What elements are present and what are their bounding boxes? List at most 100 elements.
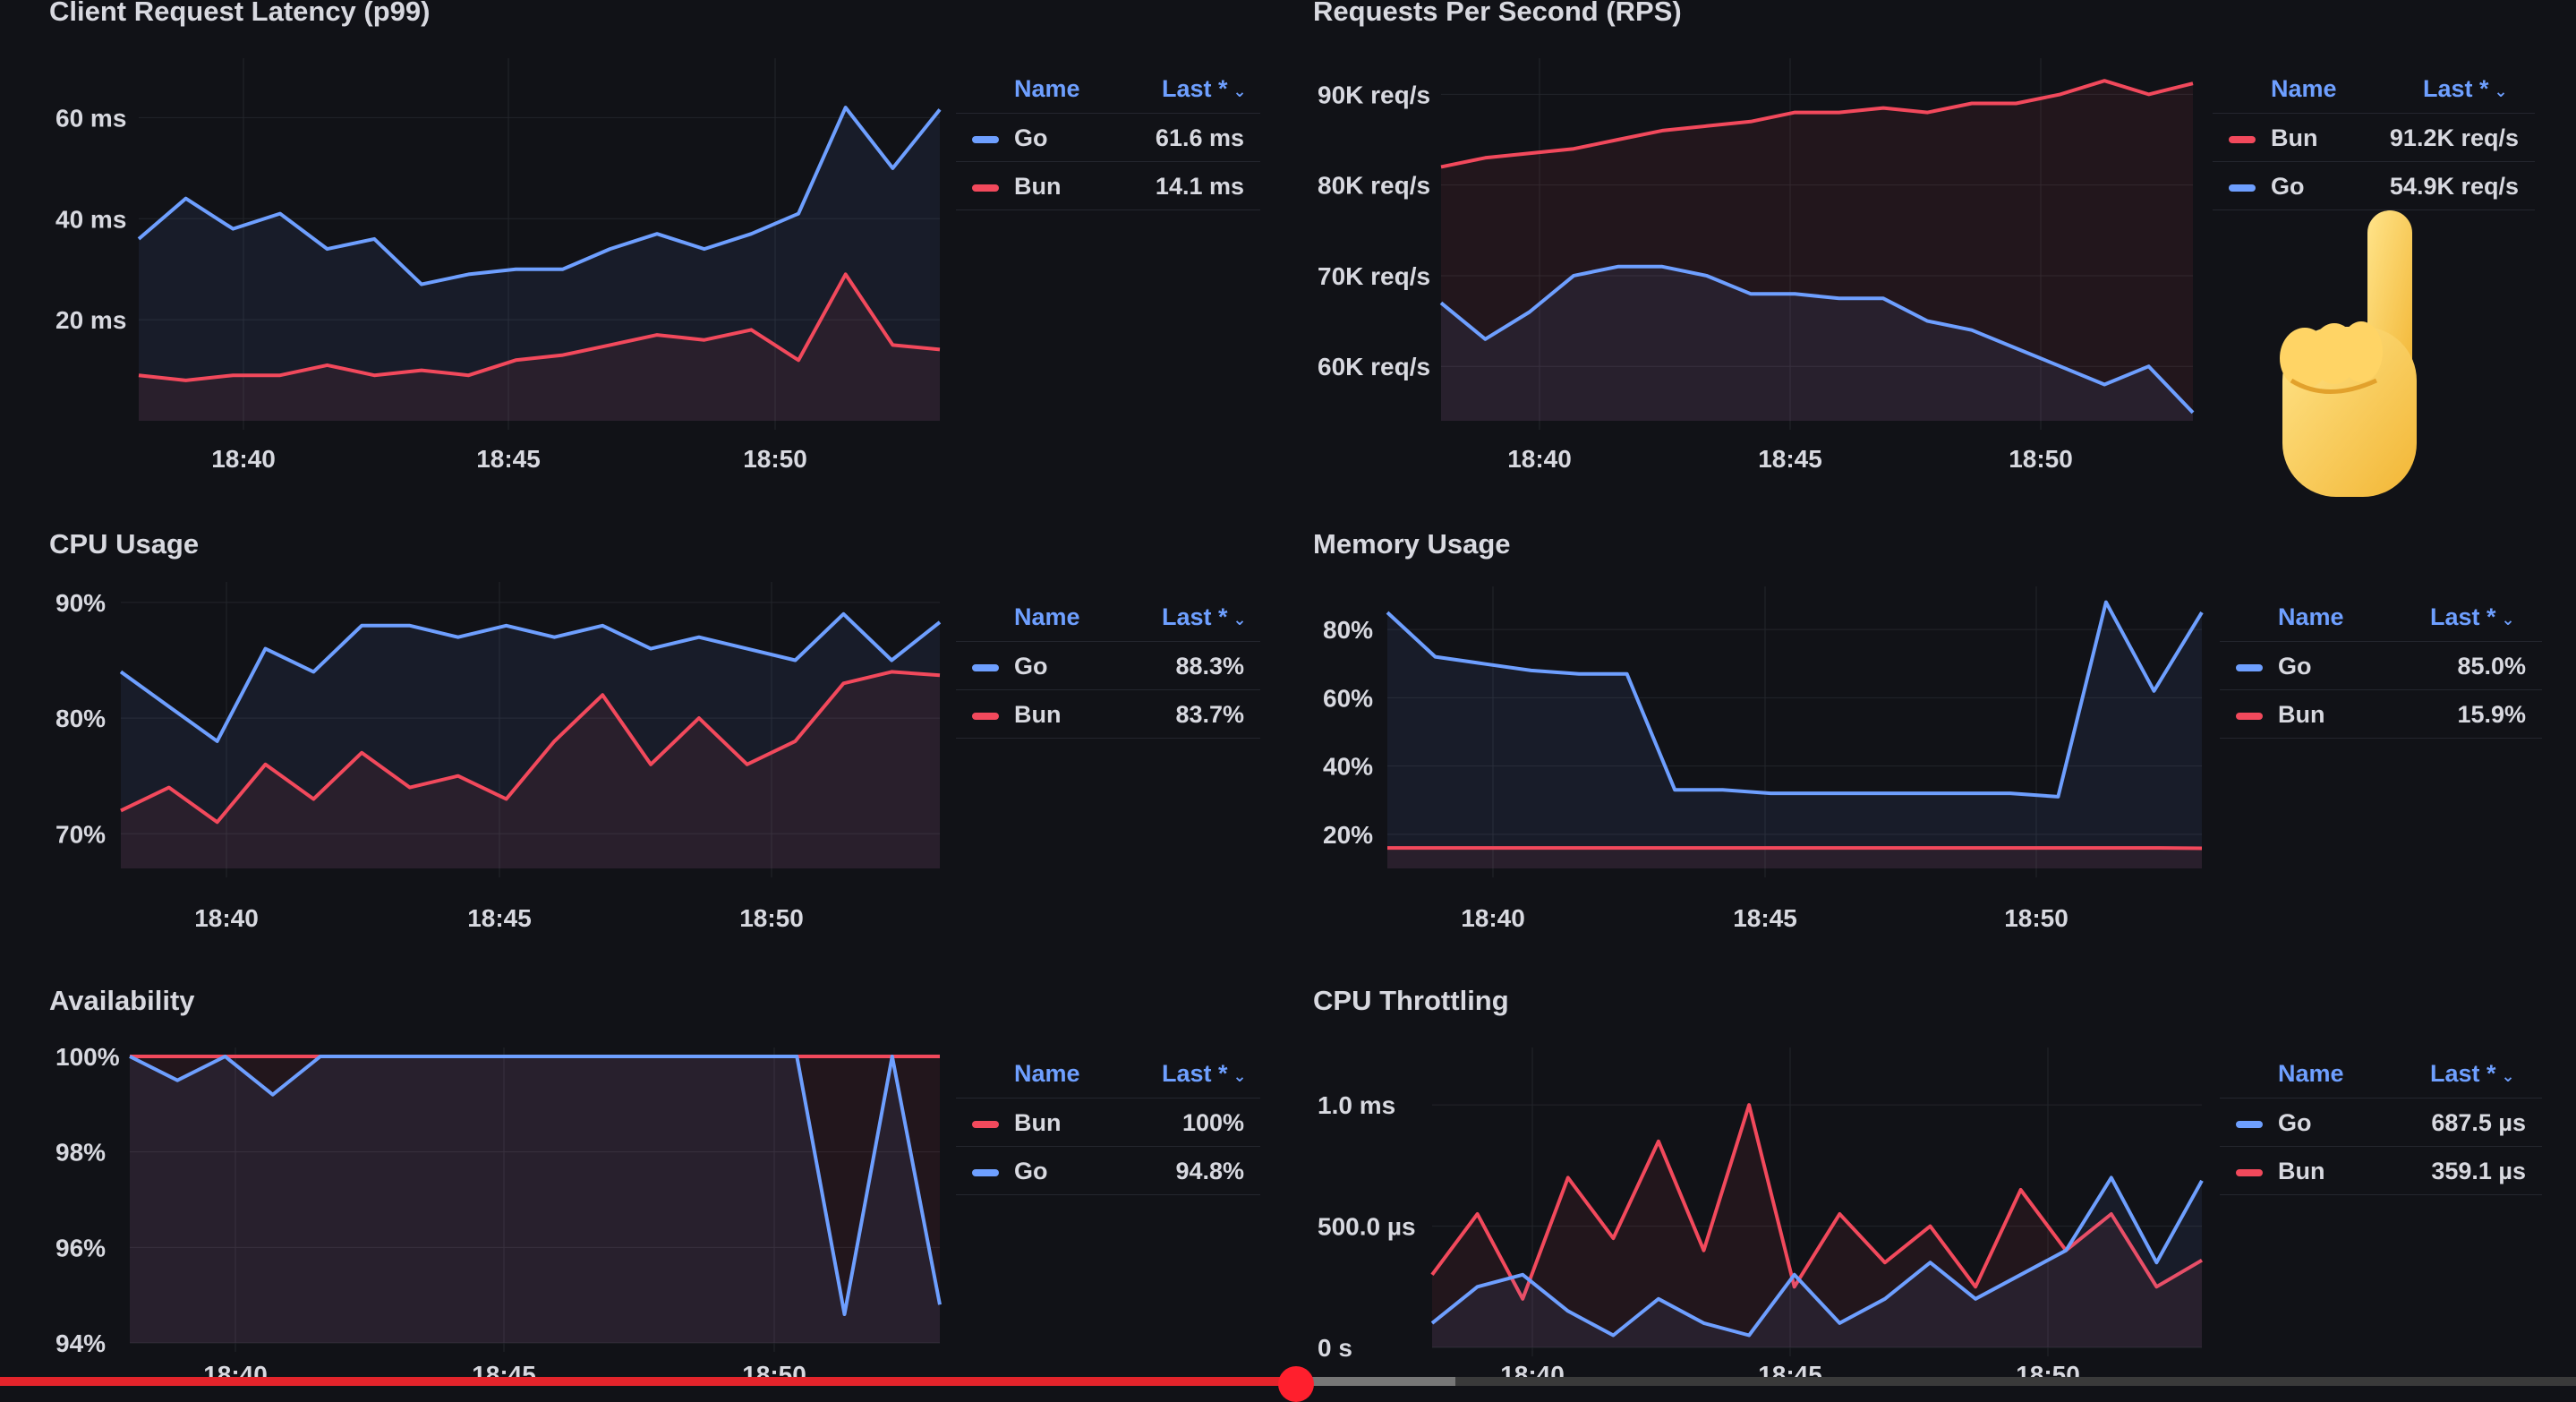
series-swatch [972,713,999,720]
legend-name-header[interactable]: Name [1014,603,1080,631]
x-tick-label: 18:45 [476,445,541,473]
legend-name-header[interactable]: Name [2271,75,2337,103]
legend-header: Name Last *⌄ [2213,63,2535,113]
series-area-bun [1387,848,2202,868]
legend-last-header[interactable]: Last *⌄ [1162,603,1247,631]
legend-row-bun[interactable]: Bun 15.9% [2220,689,2542,739]
x-tick-label: 18:45 [1758,445,1822,473]
x-tick-label: 18:40 [1461,904,1525,932]
legend-header: Name Last *⌄ [956,1047,1260,1098]
x-tick-label: 18:50 [743,445,807,473]
legend-name-header[interactable]: Name [1014,1060,1080,1088]
series-last-value: 91.2K req/s [2390,124,2519,152]
legend-last-header[interactable]: Last *⌄ [2430,603,2515,631]
series-last-value: 61.6 ms [1156,124,1244,152]
chevron-down-icon[interactable]: ⌄ [1233,611,1247,628]
chevron-down-icon[interactable]: ⌄ [1233,82,1247,100]
chevron-down-icon[interactable]: ⌄ [2502,611,2515,628]
y-tick-label: 500.0 µs [1318,1213,1416,1241]
y-tick-label: 60K req/s [1318,353,1430,380]
y-tick-label: 96% [55,1234,106,1261]
series-last-value: 94.8% [1175,1158,1244,1185]
chevron-down-icon[interactable]: ⌄ [2502,1067,2515,1085]
memory-legend: Name Last *⌄ Go 85.0% Bun 15.9% [2220,591,2542,734]
series-last-value: 83.7% [1175,701,1244,729]
series-name: Go [2278,653,2312,680]
legend-divider [2220,1194,2542,1195]
y-tick-label: 80% [55,705,106,732]
x-tick-label: 18:40 [194,904,259,932]
legend-row-bun[interactable]: Bun 100% [956,1098,1260,1147]
series-name: Go [1014,1158,1048,1185]
series-name: Go [2271,173,2305,201]
y-tick-label: 20 ms [55,306,126,334]
y-tick-label: 80% [1323,616,1373,644]
series-swatch [972,184,999,192]
series-last-value: 687.5 µs [2431,1109,2526,1137]
legend-last-header[interactable]: Last *⌄ [2423,75,2508,103]
legend-divider [956,1194,1260,1195]
y-tick-label: 90% [55,589,106,617]
legend-divider [956,209,1260,210]
legend-last-header[interactable]: Last *⌄ [1162,1060,1247,1088]
legend-row-bun[interactable]: Bun 83.7% [956,689,1260,739]
series-last-value: 15.9% [2457,701,2526,729]
y-tick-label: 60% [1323,684,1373,712]
played-bar [0,1377,1296,1386]
series-name: Go [1014,653,1048,680]
availability-legend: Name Last *⌄ Bun 100% Go 94.8% [956,1047,1260,1191]
series-last-value: 359.1 µs [2431,1158,2526,1185]
y-tick-label: 100% [55,1043,120,1071]
x-tick-label: 18:50 [739,904,804,932]
legend-header: Name Last *⌄ [956,591,1260,641]
pointing-hand-icon [2273,210,2452,506]
series-swatch [972,664,999,671]
scrubber-knob[interactable] [1278,1366,1314,1402]
legend-name-header[interactable]: Name [2278,1060,2344,1088]
legend-row-go[interactable]: Go 85.0% [2220,641,2542,690]
x-tick-label: 18:40 [1507,445,1572,473]
y-tick-label: 90K req/s [1318,81,1430,108]
legend-last-header[interactable]: Last *⌄ [1162,75,1247,103]
series-name: Bun [2271,124,2317,152]
series-name: Bun [1014,701,1061,729]
series-last-value: 100% [1182,1109,1244,1137]
series-name: Bun [1014,1109,1061,1137]
series-swatch [2229,136,2256,143]
y-tick-label: 20% [1323,821,1373,849]
y-tick-label: 0 s [1318,1334,1352,1362]
legend-name-header[interactable]: Name [2278,603,2344,631]
y-tick-label: 40% [1323,753,1373,781]
series-swatch [2236,1169,2263,1176]
video-progress-bar[interactable] [0,1377,2576,1386]
chevron-down-icon[interactable]: ⌄ [2495,82,2508,100]
x-tick-label: 18:40 [211,445,276,473]
series-name: Go [1014,124,1048,152]
legend-last-header[interactable]: Last *⌄ [2430,1060,2515,1088]
x-tick-label: 18:50 [2004,904,2068,932]
legend-row-go[interactable]: Go 94.8% [956,1146,1260,1195]
series-swatch [2229,184,2256,192]
series-swatch [972,1121,999,1128]
x-tick-label: 18:45 [467,904,532,932]
series-swatch [972,1169,999,1176]
series-last-value: 85.0% [2457,653,2526,680]
legend-name-header[interactable]: Name [1014,75,1080,103]
chevron-down-icon[interactable]: ⌄ [1233,1067,1247,1085]
legend-row-bun[interactable]: Bun 91.2K req/s [2213,113,2535,162]
legend-header: Name Last *⌄ [956,63,1260,113]
legend-divider [2220,738,2542,739]
legend-row-go[interactable]: Go 61.6 ms [956,113,1260,162]
series-name: Bun [2278,701,2324,729]
legend-header: Name Last *⌄ [2220,1047,2542,1098]
